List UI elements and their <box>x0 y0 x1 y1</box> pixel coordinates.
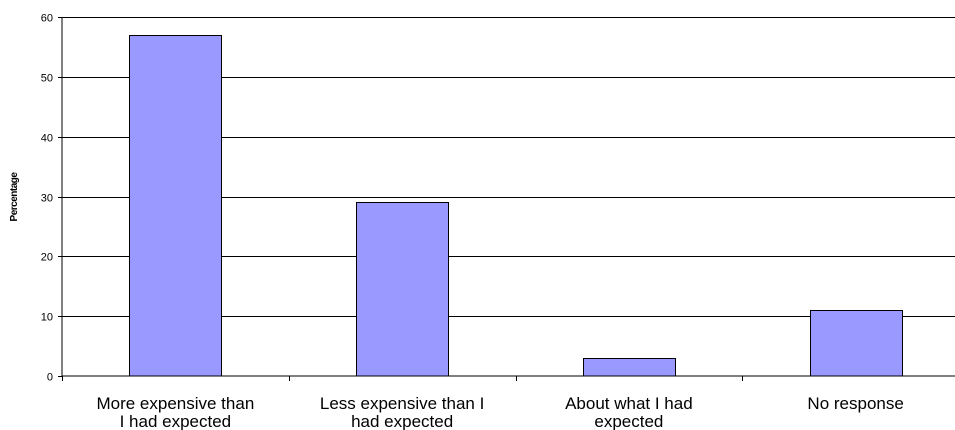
x-category-label: More expensive than I had expected <box>96 394 254 430</box>
x-category-label-line: I had expected <box>120 412 232 430</box>
x-category-label-line: More expensive than <box>96 394 254 413</box>
y-tick-label: 40 <box>41 133 53 145</box>
y-tick-labels: 0 10 20 30 40 50 60 <box>41 13 62 384</box>
x-category-label-line: Less expensive than I <box>320 394 484 413</box>
y-tick-label: 60 <box>41 13 53 25</box>
x-category-label-line: had expected <box>351 412 453 430</box>
y-tick-label: 50 <box>41 73 53 85</box>
x-category-label-line: About what I had <box>565 394 693 413</box>
x-category-label-line: expected <box>594 412 663 430</box>
x-category-label-line: No response <box>807 394 903 413</box>
y-axis-title: Percentage <box>9 172 20 222</box>
bar <box>129 35 222 377</box>
bar <box>810 310 903 377</box>
y-tick-label: 10 <box>41 312 53 324</box>
y-tick-label: 30 <box>41 193 53 205</box>
y-tick-label: 0 <box>47 372 53 384</box>
bar <box>356 202 449 377</box>
x-category-label: No response <box>807 394 903 413</box>
y-tick-label: 20 <box>41 252 53 264</box>
bar <box>583 358 676 377</box>
x-tick-marks <box>62 376 743 381</box>
x-category-label: About what I had expected <box>565 394 693 430</box>
bars <box>129 35 903 377</box>
x-category-labels: More expensive than I had expected Less ex… <box>96 394 903 430</box>
